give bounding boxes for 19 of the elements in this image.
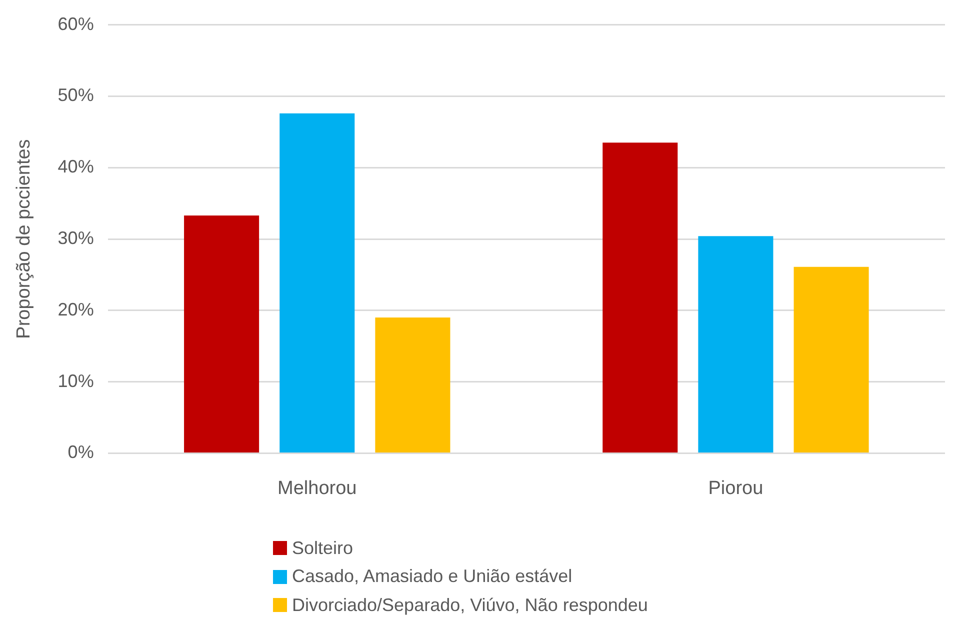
bar [280,113,355,452]
x-tick-label: Melhorou [278,478,357,499]
y-tick-label: 60% [58,14,94,34]
bar [698,236,774,452]
y-tick-label: 10% [58,370,94,391]
y-tick-label: 40% [58,156,94,177]
bar [375,318,450,452]
bar [184,215,260,452]
bar [602,142,678,452]
y-tick-label: 0% [68,442,94,462]
y-tick-label: 30% [58,228,94,248]
y-axis-title: Proporção de pccientes [14,139,35,339]
bar [794,266,869,452]
legend-label: Divorciado/Separado, Viúvo, Não respondeu [292,594,648,616]
y-tick-label: 50% [58,85,94,106]
legend-label: Casado, Amasiado e União estável [292,566,572,588]
y-tick-label: 20% [58,299,94,320]
legend-label: Solteiro [292,538,354,559]
x-tick-label: Piorou [708,478,764,499]
